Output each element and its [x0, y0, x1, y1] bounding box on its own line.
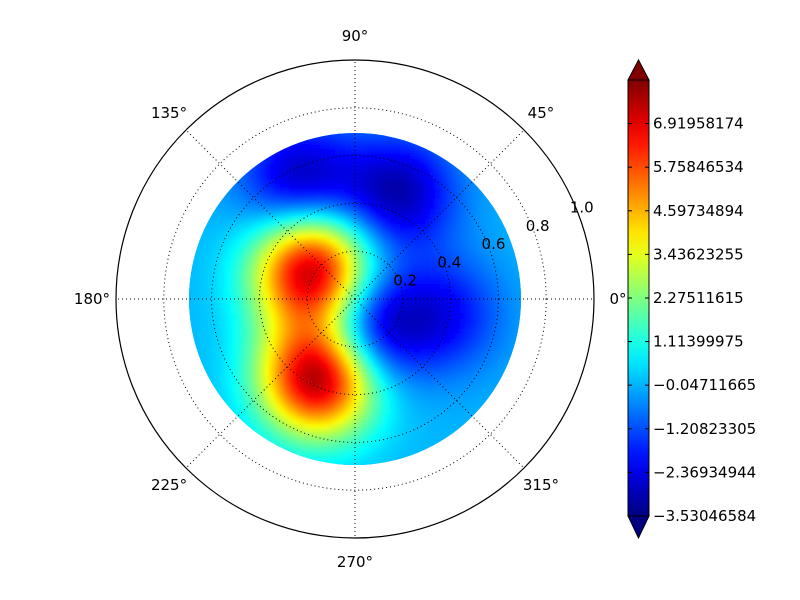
colorbar-tick-label: −1.20823305 — [653, 420, 756, 438]
colorbar: −3.53046584 −2.36934944 −1.20823305 −0.0471… — [627, 58, 756, 540]
colorbar-tick-label: 3.43623255 — [653, 245, 744, 263]
radial-gridline — [163, 107, 547, 491]
radial-tick-label: 0.8 — [526, 217, 550, 235]
colorbar-tick-label: −2.36934944 — [653, 463, 756, 481]
angle-tick-label: 180° — [74, 290, 110, 308]
angle-tick-label: 315° — [523, 476, 559, 494]
radial-tick-label: 0.2 — [393, 272, 417, 290]
angle-tick-label: 45° — [528, 104, 555, 122]
colorbar-tick-label: 4.59734894 — [653, 202, 744, 220]
radial-tick-label: 0.4 — [437, 253, 461, 271]
colorbar-extend-max-arrow — [627, 58, 650, 81]
angle-tick-labels: 0° 45° 90° 135° 180° 225° 270° 315° — [74, 27, 627, 571]
radial-gridline — [306, 250, 404, 348]
colorbar-tick-label: 2.27511615 — [653, 289, 744, 307]
polar-grid — [116, 60, 594, 538]
colorbar-ticks: −3.53046584 −2.36934944 −1.20823305 −0.0471… — [628, 115, 756, 525]
radial-tick-labels: 0.2 0.4 0.6 0.8 1.0 — [393, 199, 594, 290]
angle-tick-label: 270° — [337, 553, 373, 571]
colorbar-extend-min-arrow — [627, 515, 650, 540]
colorbar-tick-label: −3.53046584 — [653, 507, 756, 525]
colorbar-gradient — [628, 80, 649, 516]
contour-field — [189, 133, 521, 465]
angle-tick-label: 0° — [609, 290, 626, 308]
polar-frame — [115, 59, 595, 539]
colorbar-tick-label: 5.75846534 — [653, 158, 744, 176]
radial-tick-label: 0.6 — [482, 235, 506, 253]
radial-gridline — [258, 202, 452, 396]
radial-tick-label: 1.0 — [570, 199, 594, 217]
angle-tick-label: 225° — [151, 476, 187, 494]
angle-tick-label: 90° — [342, 27, 369, 45]
colorbar-tick-label: 1.11399975 — [653, 333, 744, 351]
angle-tick-label: 135° — [151, 104, 187, 122]
colorbar-tick-label: −0.04711665 — [653, 376, 756, 394]
colorbar-tick-label: 6.91958174 — [653, 115, 744, 133]
radial-gridline — [211, 155, 499, 443]
